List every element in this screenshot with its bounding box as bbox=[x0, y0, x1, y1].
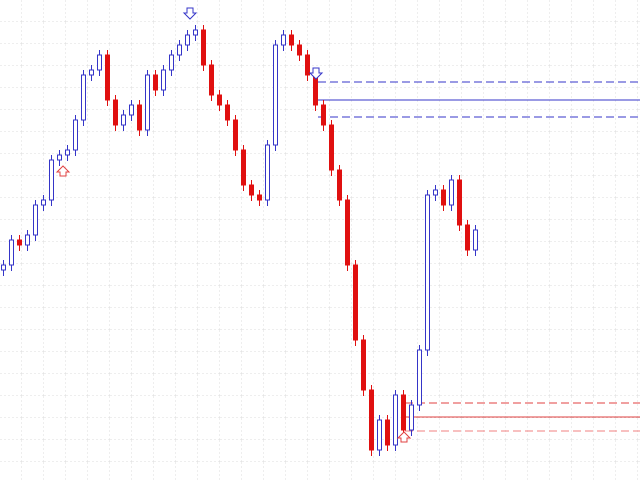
candle-body bbox=[257, 194, 262, 201]
candles bbox=[1, 25, 478, 456]
levels bbox=[318, 81, 640, 432]
candle-body bbox=[41, 199, 46, 206]
candle-body bbox=[345, 199, 350, 266]
candle-body bbox=[161, 69, 166, 91]
candle-body bbox=[249, 184, 254, 196]
candle-body bbox=[49, 159, 54, 201]
candle-body bbox=[97, 54, 102, 71]
candle-body bbox=[385, 419, 390, 446]
candle-body bbox=[273, 44, 278, 146]
candle-body bbox=[241, 149, 246, 186]
candle-body bbox=[177, 44, 182, 56]
candle-body bbox=[233, 119, 238, 151]
candle-body bbox=[89, 69, 94, 76]
candle-body bbox=[25, 234, 30, 246]
candle-body bbox=[321, 104, 326, 126]
candle-body bbox=[73, 119, 78, 151]
candle-body bbox=[281, 34, 286, 46]
buy-arrow bbox=[55, 165, 71, 177]
candle-body bbox=[353, 264, 358, 341]
candle-body bbox=[185, 34, 190, 46]
candle-body bbox=[169, 54, 174, 71]
candle-body bbox=[225, 104, 230, 121]
candle-body bbox=[305, 54, 310, 76]
candle-body bbox=[137, 104, 142, 131]
candle-body bbox=[201, 29, 206, 66]
candle-body bbox=[329, 124, 334, 171]
candle-body bbox=[473, 229, 478, 251]
candle-body bbox=[441, 189, 446, 206]
candle-body bbox=[17, 239, 22, 246]
candle-body bbox=[361, 339, 366, 391]
candle-body bbox=[57, 154, 62, 161]
candle-body bbox=[153, 74, 158, 91]
sell-arrow bbox=[308, 67, 324, 80]
candle-body bbox=[425, 194, 430, 351]
candle-body bbox=[1, 264, 6, 271]
signals bbox=[55, 7, 412, 443]
candle-body bbox=[209, 64, 214, 96]
candle-body bbox=[409, 404, 414, 431]
candle-body bbox=[369, 389, 374, 451]
candle-body bbox=[33, 204, 38, 236]
candle-body bbox=[193, 29, 198, 36]
candle-body bbox=[81, 74, 86, 121]
candle-body bbox=[9, 239, 14, 266]
candle-body bbox=[449, 179, 454, 206]
candle-body bbox=[145, 74, 150, 131]
candle-body bbox=[121, 114, 126, 126]
candle-body bbox=[465, 224, 470, 251]
candle-body bbox=[113, 99, 118, 126]
candle-body bbox=[401, 394, 406, 431]
candle-body bbox=[129, 104, 134, 116]
candle-body bbox=[297, 44, 302, 56]
candle-body bbox=[289, 34, 294, 46]
candle-body bbox=[393, 394, 398, 446]
candle-body bbox=[417, 349, 422, 406]
sell-arrow bbox=[182, 7, 198, 20]
candle-body bbox=[313, 74, 318, 106]
candle-body bbox=[105, 54, 110, 101]
candle-body bbox=[433, 189, 438, 196]
buy-arrow bbox=[396, 431, 412, 443]
candle-body bbox=[337, 169, 342, 201]
candle-body bbox=[65, 149, 70, 156]
candle-body bbox=[377, 419, 382, 451]
candle-body bbox=[265, 144, 270, 201]
candle-body bbox=[457, 179, 462, 226]
candle-body bbox=[217, 94, 222, 106]
